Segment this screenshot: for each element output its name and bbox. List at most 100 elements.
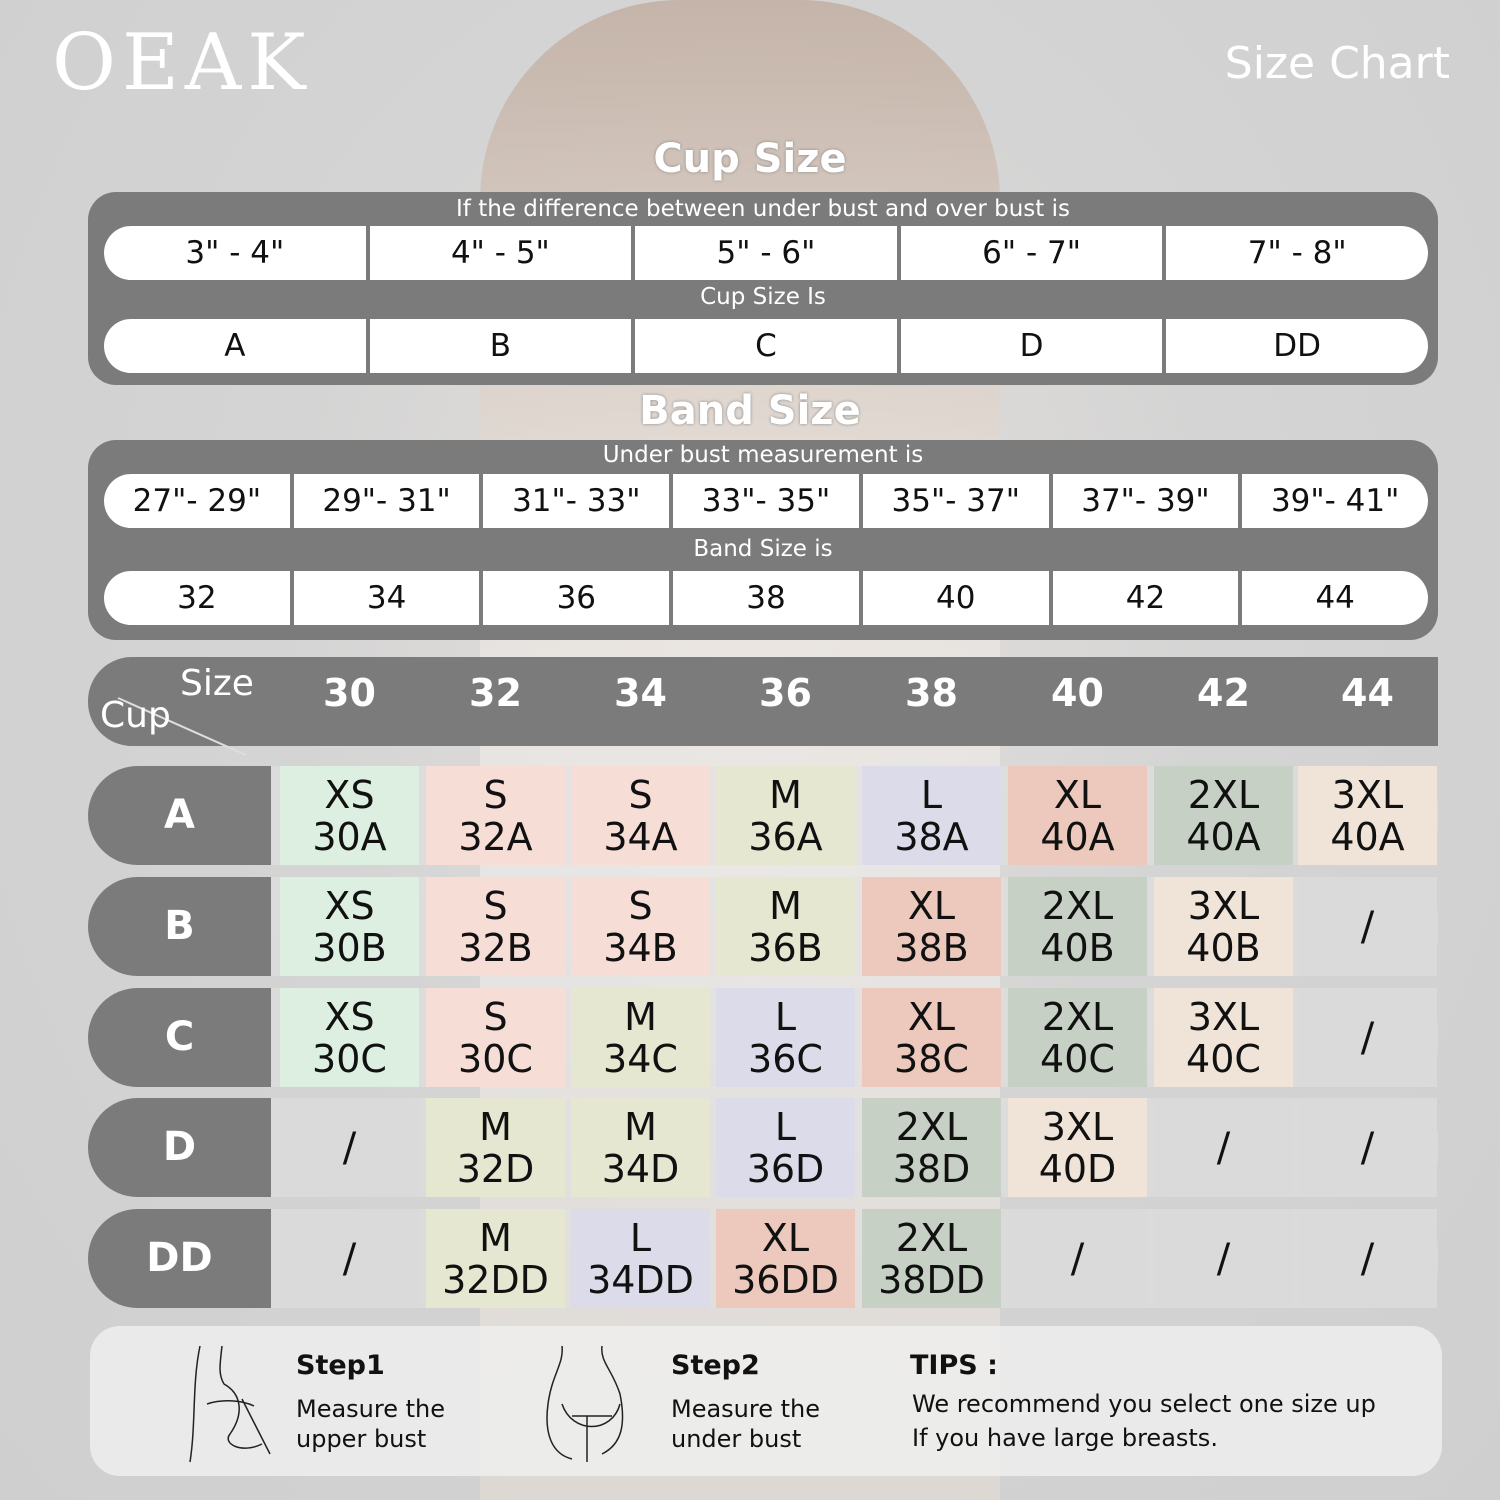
size-label: 3XL bbox=[1331, 773, 1404, 817]
size-cell: M 34C bbox=[571, 988, 710, 1087]
size-cell: S 30C bbox=[426, 988, 565, 1087]
size-label: S bbox=[628, 884, 653, 928]
size-label: M bbox=[624, 1105, 657, 1149]
bandSizes-item: 40 bbox=[863, 571, 1053, 625]
bandSizes-item: 42 bbox=[1053, 571, 1243, 625]
corner-cup-label: Cup bbox=[100, 695, 171, 736]
size-label: / bbox=[342, 1125, 357, 1171]
size-label: S bbox=[483, 773, 508, 817]
column-header: 34 bbox=[614, 671, 667, 715]
size-label: M bbox=[769, 884, 802, 928]
bra-size: 30C bbox=[312, 1037, 387, 1081]
size-label: XL bbox=[907, 995, 956, 1039]
bra-size: 34A bbox=[603, 815, 678, 859]
cup-caption-2: Cup Size Is bbox=[700, 284, 826, 310]
bra-size: 32DD bbox=[442, 1258, 549, 1302]
cup-row-label: A bbox=[88, 766, 271, 865]
table-header: Size Cup 30 32 34 36 38 40 42 44 bbox=[88, 657, 1438, 756]
size-cell: M 34D bbox=[571, 1098, 710, 1197]
size-label: XS bbox=[324, 773, 375, 817]
column-header: 30 bbox=[323, 671, 376, 715]
bra-size: 40C bbox=[1186, 1037, 1261, 1081]
bandRanges-item: 39"- 41" bbox=[1270, 483, 1400, 519]
bandRanges-item: 33"- 35" bbox=[673, 474, 863, 528]
size-label: 2XL bbox=[1187, 773, 1260, 817]
size-cell: / bbox=[280, 1209, 419, 1308]
step2-line1: Measure the bbox=[671, 1395, 821, 1423]
bra-size: 38C bbox=[894, 1037, 969, 1081]
bandSizes-item: 38 bbox=[673, 571, 863, 625]
size-cell: M 32D bbox=[426, 1098, 565, 1197]
bra-size: 32A bbox=[458, 815, 533, 859]
column-header: 44 bbox=[1341, 671, 1394, 715]
cup-size-title: Cup Size bbox=[653, 136, 847, 182]
step1-title: Step1 bbox=[296, 1350, 385, 1381]
size-cell: XS 30B bbox=[280, 877, 419, 976]
size-label: XL bbox=[761, 1216, 810, 1260]
step1-line2: upper bust bbox=[296, 1425, 427, 1453]
bra-size: 38B bbox=[894, 926, 969, 970]
size-label: / bbox=[1216, 1236, 1231, 1282]
bra-size: 38D bbox=[892, 1147, 971, 1191]
size-cell: 3XL 40C bbox=[1154, 988, 1293, 1087]
size-cell: 3XL 40A bbox=[1298, 766, 1437, 865]
bandRanges-item: 35"- 37" bbox=[863, 474, 1053, 528]
band-sizes: 32 34 36 38 40 42 44 bbox=[104, 571, 1428, 625]
bra-size: 40A bbox=[1330, 815, 1405, 859]
size-cell: 2XL 40C bbox=[1008, 988, 1147, 1087]
size-label: XS bbox=[324, 884, 375, 928]
step2-line2: under bust bbox=[671, 1425, 802, 1453]
bra-size: 34D bbox=[601, 1147, 680, 1191]
bandSizes-item: 32 bbox=[104, 571, 294, 625]
column-header: 36 bbox=[759, 671, 812, 715]
step1-line1: Measure the bbox=[296, 1395, 446, 1423]
size-cell: XL 38C bbox=[862, 988, 1001, 1087]
size-cell: / bbox=[1298, 1098, 1437, 1197]
size-cell: L 36D bbox=[716, 1098, 855, 1197]
size-label: / bbox=[1360, 1015, 1375, 1061]
cup-row-label: B bbox=[88, 877, 271, 976]
cup-size-panel: If the difference between under bust and… bbox=[88, 192, 1438, 385]
size-label: M bbox=[479, 1105, 512, 1149]
bra-size: 36D bbox=[746, 1147, 825, 1191]
size-label: 3XL bbox=[1041, 1105, 1114, 1149]
bra-size: 40B bbox=[1186, 926, 1261, 970]
size-cell: S 34A bbox=[571, 766, 710, 865]
size-label: M bbox=[769, 773, 802, 817]
size-cell: 3XL 40D bbox=[1008, 1098, 1147, 1197]
bandSizes-item: 36 bbox=[483, 571, 674, 625]
bandRanges-item: 29"- 31" bbox=[294, 474, 484, 528]
band-size-panel: Under bust measurement is 27"- 29" 29"- 3… bbox=[88, 440, 1438, 640]
size-label: / bbox=[1360, 1236, 1375, 1282]
bra-size: 34DD bbox=[587, 1258, 694, 1302]
size-cell: S 32B bbox=[426, 877, 565, 976]
cupLetters-item: DD bbox=[1273, 328, 1322, 364]
cupLetters-item: D bbox=[901, 319, 1167, 373]
size-label: / bbox=[1216, 1125, 1231, 1171]
bra-size: 40A bbox=[1186, 815, 1261, 859]
size-label: L bbox=[774, 995, 797, 1039]
band-caption: Under bust measurement is bbox=[602, 442, 924, 468]
size-cell: XL 38B bbox=[862, 877, 1001, 976]
bra-size: 40B bbox=[1040, 926, 1115, 970]
cupRanges-item: 3" - 4" bbox=[104, 226, 370, 280]
size-cell: XL 36DD bbox=[716, 1209, 855, 1308]
cupRanges-item: 4" - 5" bbox=[370, 226, 636, 280]
tips-line2: If you have large breasts. bbox=[912, 1424, 1218, 1452]
size-label: 2XL bbox=[895, 1216, 968, 1260]
cup-row-label: DD bbox=[88, 1209, 271, 1308]
size-cell: XS 30A bbox=[280, 766, 419, 865]
size-cell: / bbox=[1008, 1209, 1147, 1308]
size-cell: / bbox=[1298, 1209, 1437, 1308]
size-cell: 2XL 38DD bbox=[862, 1209, 1001, 1308]
bra-size: 40D bbox=[1038, 1147, 1117, 1191]
size-cell: M 36A bbox=[716, 766, 855, 865]
size-cell: / bbox=[1154, 1209, 1293, 1308]
bra-size: 30A bbox=[312, 815, 387, 859]
size-label: 2XL bbox=[1041, 995, 1114, 1039]
size-label: 3XL bbox=[1187, 995, 1260, 1039]
column-header: 38 bbox=[905, 671, 958, 715]
size-label: XS bbox=[324, 995, 375, 1039]
size-label: / bbox=[342, 1236, 357, 1282]
size-label: M bbox=[624, 995, 657, 1039]
